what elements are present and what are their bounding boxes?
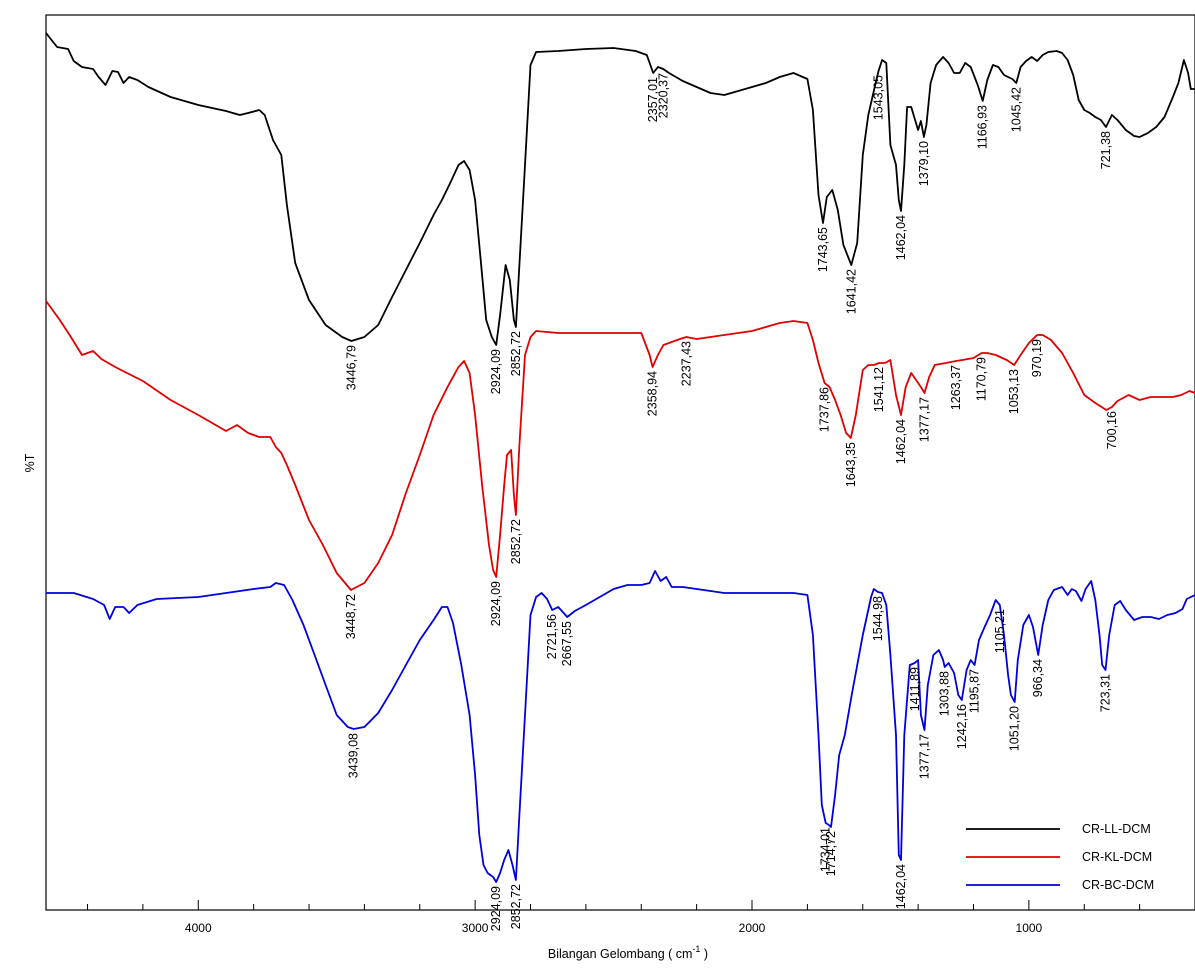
x-tick-label: 1000	[1016, 921, 1043, 935]
peak-label: 1170,79	[975, 357, 989, 401]
peak-label: 1541,12	[872, 367, 886, 412]
peak-label: 700,16	[1105, 411, 1119, 449]
series-line-cr-kl-dcm	[45, 300, 1195, 591]
peak-label: 1303,88	[938, 671, 952, 716]
peak-label: 970,19	[1030, 339, 1044, 377]
peak-label: 2320,37	[656, 73, 670, 118]
plot-frame	[45, 14, 1195, 911]
x-axis-ticks	[87, 900, 1195, 910]
x-axis-title-tail: )	[700, 947, 708, 961]
peak-label: 2237,43	[679, 341, 693, 386]
peak-label: 1053,13	[1007, 369, 1021, 414]
legend-label: CR-KL-DCM	[1082, 850, 1152, 864]
x-axis-title-main: Bilangan Gelombang ( cm	[548, 947, 693, 961]
peak-label: 2924,09	[489, 581, 503, 626]
series-line-cr-ll-dcm	[45, 32, 1195, 346]
peak-label: 1051,20	[1008, 706, 1022, 751]
peak-label: 1105,21	[993, 609, 1007, 653]
peak-label: 1166,93	[976, 105, 990, 149]
series-line-cr-bc-dcm	[46, 570, 1195, 883]
y-axis-title: %T	[23, 453, 37, 472]
peak-label: 966,34	[1031, 659, 1045, 697]
legend-label: CR-BC-DCM	[1082, 878, 1154, 892]
peak-label: 1462,04	[894, 864, 908, 909]
x-tick-label: 2000	[739, 921, 766, 935]
peak-label: 1242,16	[955, 704, 969, 749]
peak-label: 1377,17	[918, 397, 932, 442]
peak-label: 3439,08	[347, 733, 361, 778]
peak-label: 2852,72	[509, 331, 523, 376]
x-tick-label: 3000	[462, 921, 489, 935]
peak-label: 2852,72	[509, 519, 523, 564]
peak-label: 1195,87	[968, 669, 982, 713]
peak-label: 2924,09	[489, 886, 503, 931]
peak-label: 1641,42	[844, 269, 858, 314]
peak-label: 1377,17	[918, 734, 932, 779]
peak-label: 1714,72	[824, 831, 838, 876]
peak-label: 2721,56	[545, 614, 559, 659]
legend-label: CR-LL-DCM	[1082, 822, 1151, 836]
peak-label: 1543,05	[872, 75, 886, 120]
x-axis-title: Bilangan Gelombang ( cm-1 )	[548, 944, 708, 961]
x-axis-title-superscript: -1	[692, 944, 700, 954]
peak-label: 2924,09	[489, 349, 503, 394]
peak-label: 1737,86	[818, 387, 832, 432]
peak-label: 1734,01	[819, 827, 833, 872]
x-tick-label: 4000	[185, 921, 212, 935]
peak-label: 1263,37	[949, 365, 963, 410]
series-layer	[45, 32, 1195, 883]
peak-label: 1743,65	[816, 227, 830, 272]
peak-label: 1462,04	[894, 419, 908, 464]
peak-label: 3448,72	[344, 594, 358, 639]
peak-label: 2357,01	[646, 77, 660, 122]
peak-label: 3446,79	[344, 345, 358, 390]
peak-label: 1045,42	[1009, 87, 1023, 132]
peak-label: 2667,55	[560, 621, 574, 666]
peak-label: 721,38	[1099, 131, 1113, 169]
peak-label: 723,31	[1099, 674, 1113, 712]
peak-label: 1379,10	[917, 141, 931, 186]
peak-label: 1462,04	[894, 215, 908, 260]
legend: CR-LL-DCM CR-KL-DCM CR-BC-DCM	[966, 822, 1154, 892]
x-axis-tick-labels: 4000 3000 2000 1000	[185, 921, 1043, 935]
peak-label: 2358,94	[646, 371, 660, 416]
peak-label: 1643,35	[844, 442, 858, 487]
peak-label: 2852,72	[509, 884, 523, 929]
peak-label: 1411,89	[908, 667, 922, 711]
peak-label: 1544,98	[871, 596, 885, 641]
